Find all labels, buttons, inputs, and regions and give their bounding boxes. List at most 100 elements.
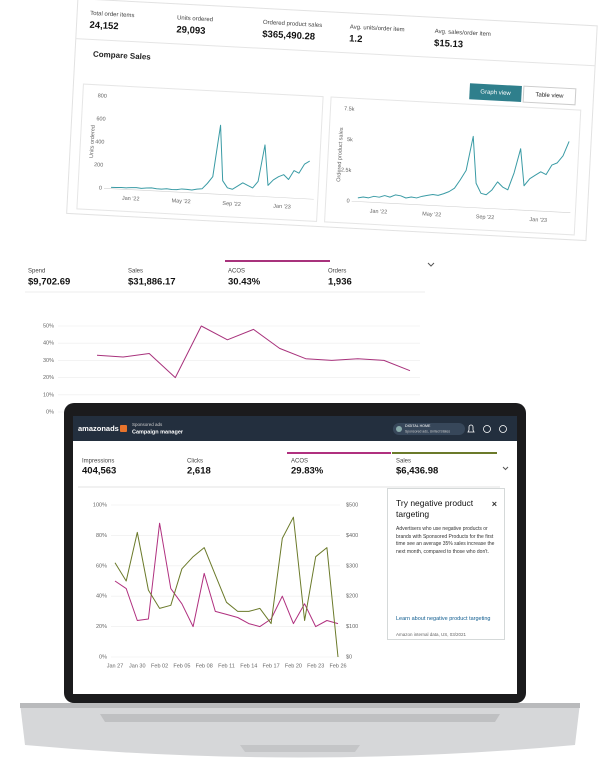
- y-tick-label: 0%: [46, 409, 54, 415]
- tip-title: Try negative product targeting: [396, 498, 474, 520]
- x-tick-label: Jan 27: [107, 663, 124, 669]
- y-tick-label: 600: [96, 116, 105, 122]
- y-tick-label: 10%: [43, 392, 54, 398]
- account-selector[interactable]: [393, 423, 465, 435]
- acos-metric-bar: [287, 452, 391, 454]
- x-tick-label: Jan '22: [122, 196, 140, 203]
- x-tick-label: Feb 20: [285, 663, 302, 669]
- laptop-hinge: [20, 703, 580, 708]
- table-view-button[interactable]: [522, 85, 577, 106]
- y-tick-label: 20%: [96, 624, 107, 630]
- y-tick-label: 0%: [99, 654, 107, 660]
- account-name: DIGITAL HOME: [405, 424, 431, 428]
- account-menu-icon[interactable]: [499, 425, 507, 433]
- y-tick-label: 800: [97, 93, 106, 99]
- metric-value: $365,490.28: [262, 29, 315, 43]
- brand: amazonads: [78, 424, 119, 433]
- y2-tick-label: $0: [346, 654, 352, 660]
- chart-box: [324, 96, 582, 236]
- x-tick-label: May '22: [171, 198, 190, 205]
- y-tick-label: 2.5k: [341, 167, 352, 174]
- tip-link[interactable]: Learn about negative product targeting: [396, 616, 491, 622]
- divider: [75, 38, 596, 67]
- x-tick-label: Feb 02: [151, 663, 168, 669]
- metric-value: 24,152: [89, 20, 119, 33]
- x-tick-label: Feb 26: [329, 663, 346, 669]
- x-axis: [103, 187, 314, 200]
- x-tick-label: Jan '22: [370, 209, 388, 216]
- app-icon: [120, 425, 127, 432]
- data-line: [357, 135, 570, 199]
- y-tick-label: 400: [95, 139, 104, 145]
- close-button[interactable]: ×: [491, 499, 497, 509]
- help-icon[interactable]: [483, 425, 491, 433]
- tip-body: Advertisers who use negative products or…: [396, 526, 495, 555]
- sales-card: Compare Sales Graph view Table view Tota…: [66, 0, 598, 242]
- metric-label: Spend: [28, 269, 45, 275]
- button-label: Graph view: [480, 89, 511, 97]
- metric-label: Sales: [396, 459, 411, 465]
- x-tick-label: Sep '22: [476, 214, 495, 221]
- metric-label: Ordered product sales: [263, 20, 323, 29]
- y2-tick-label: $400: [346, 533, 358, 539]
- y2-tick-label: $200: [346, 594, 358, 600]
- y-tick-label: 0: [99, 185, 102, 191]
- metric-value: $31,886.17: [128, 277, 176, 288]
- x-tick-label: Jan 30: [129, 663, 146, 669]
- y-axis-label: Units ordered: [89, 125, 97, 158]
- expand-chevron[interactable]: [427, 262, 435, 267]
- tip-source: Amazon internal data, US, 03/2021: [396, 632, 467, 637]
- y-tick-label: 7.5k: [344, 106, 355, 113]
- x-tick-label: Feb 11: [218, 663, 235, 669]
- y-tick-label: 0: [346, 198, 349, 204]
- metric-value: $6,436.98: [396, 466, 438, 477]
- metric-value: 29.83%: [291, 466, 324, 477]
- account-detail: Sponsored ads, United States: [405, 429, 450, 433]
- metric-label: Avg. sales/order item: [434, 29, 490, 38]
- section-title: Compare Sales: [93, 50, 152, 62]
- nav-page: Campaign manager: [132, 429, 184, 435]
- y-tick-label: 40%: [96, 594, 107, 600]
- sales-metric-bar: [392, 452, 497, 454]
- metric-value: $15.13: [434, 38, 464, 51]
- x-tick-label: Feb 14: [240, 663, 257, 669]
- button-label: Table view: [535, 92, 564, 99]
- data-line: [111, 124, 310, 191]
- metric-label: ACOS: [228, 269, 245, 275]
- data-line: [96, 325, 411, 379]
- y-tick-label: 5k: [347, 137, 353, 143]
- x-tick-label: Feb 17: [263, 663, 280, 669]
- data-line: [114, 522, 339, 628]
- x-tick-label: Jan '23: [273, 204, 291, 211]
- laptop: amazonads Sponsored ads Campaign manager…: [20, 403, 580, 758]
- metric-value: 30.43%: [228, 277, 261, 288]
- trackpad: [240, 745, 360, 752]
- notifications-icon[interactable]: [467, 424, 475, 433]
- card-bg: [66, 0, 598, 242]
- metric-label: Sales: [128, 269, 143, 275]
- keyboard: [100, 714, 500, 722]
- x-tick-label: Sep '22: [222, 201, 241, 208]
- metric-label: Avg. units/order item: [350, 24, 405, 33]
- metric-label: Total order items: [90, 11, 135, 19]
- metric-label: Orders: [328, 269, 346, 275]
- x-tick-label: May '22: [422, 211, 441, 218]
- chart-box: [76, 83, 324, 222]
- graph-view-button[interactable]: [469, 83, 522, 102]
- tip-card: Try negative product targeting × Adverti…: [387, 488, 505, 640]
- y-tick-label: 200: [94, 162, 103, 168]
- y-tick-label: 60%: [96, 563, 107, 569]
- y2-tick-label: $100: [346, 624, 358, 630]
- nav-label: Sponsored ads: [132, 422, 163, 427]
- y2-tick-label: $300: [346, 563, 358, 569]
- y2-tick-label: $500: [346, 502, 358, 508]
- metric-label: Units ordered: [177, 15, 213, 23]
- metric-value: $9,702.69: [28, 277, 70, 288]
- y-tick-label: 40%: [43, 341, 54, 347]
- selected-metric-bar: [225, 260, 330, 262]
- acos-panel: Spend $9,702.69 Sales $31,886.17 ACOS 30.43% O…: [25, 260, 435, 415]
- metric-value: 2,618: [187, 466, 211, 477]
- x-tick-label: Feb 23: [307, 663, 324, 669]
- expand-chevron[interactable]: [502, 466, 509, 471]
